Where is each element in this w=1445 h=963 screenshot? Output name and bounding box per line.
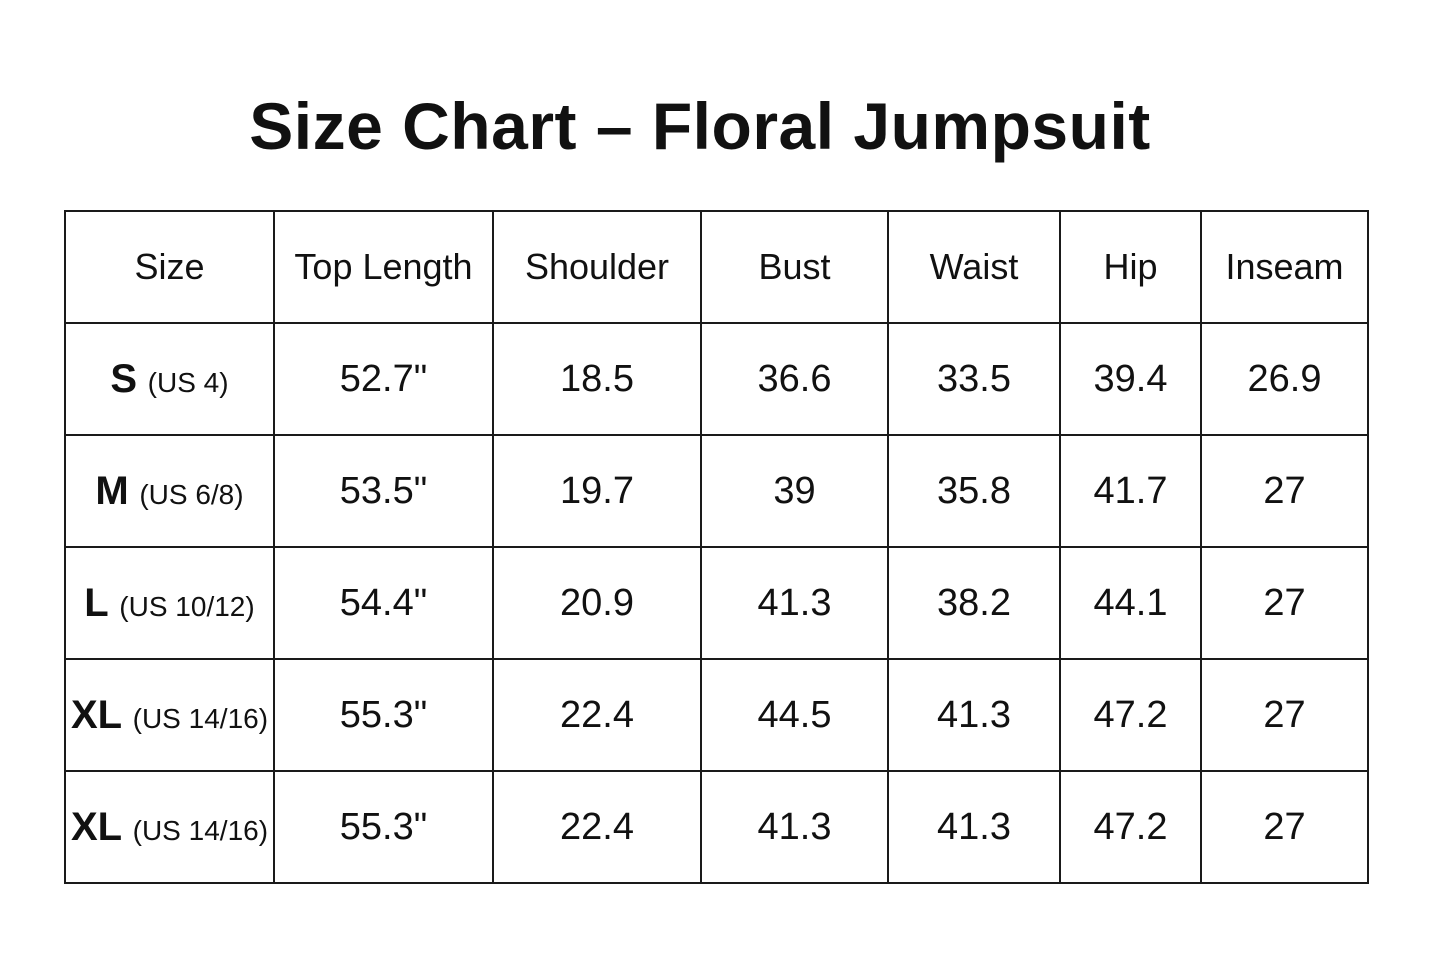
- size-label: S: [110, 356, 138, 401]
- table-row: L (US 10/12) 54.4" 20.9 41.3 38.2 44.1 27: [64, 546, 1369, 660]
- measurement-cell: 44.1: [1059, 546, 1202, 660]
- measurement-cell: 22.4: [492, 658, 702, 772]
- measurement-cell: 27: [1200, 434, 1369, 548]
- measurement-cell: 26.9: [1200, 322, 1369, 436]
- column-header: Inseam: [1200, 210, 1369, 324]
- measurement-cell: 55.3": [273, 658, 494, 772]
- measurement-cell: 41.7: [1059, 434, 1202, 548]
- size-label: L: [84, 580, 109, 625]
- measurement-cell: 19.7: [492, 434, 702, 548]
- measurement-cell: 47.2: [1059, 770, 1202, 884]
- size-cell: XL (US 14/16): [64, 770, 275, 884]
- measurement-cell: 55.3": [273, 770, 494, 884]
- us-size-label: (US 4): [147, 366, 229, 398]
- table-row: S (US 4) 52.7" 18.5 36.6 33.5 39.4 26.9: [64, 322, 1369, 436]
- us-size-label: (US 14/16): [132, 702, 269, 734]
- measurement-cell: 41.3: [700, 546, 889, 660]
- size-chart-table: Size Top Length Shoulder Bust Waist Hip Inseam…: [64, 210, 1369, 884]
- size-cell: M (US 6/8): [64, 434, 275, 548]
- size-label: XL: [70, 804, 123, 849]
- column-header: Top Length: [273, 210, 494, 324]
- measurement-cell: 54.4": [273, 546, 494, 660]
- measurement-cell: 39.4: [1059, 322, 1202, 436]
- column-header: Waist: [887, 210, 1061, 324]
- measurement-cell: 20.9: [492, 546, 702, 660]
- column-header: Shoulder: [492, 210, 702, 324]
- measurement-cell: 18.5: [492, 322, 702, 436]
- measurement-cell: 22.4: [492, 770, 702, 884]
- table-row: XL (US 14/16) 55.3" 22.4 44.5 41.3 47.2 27: [64, 658, 1369, 772]
- table-row: M (US 6/8) 53.5" 19.7 39 35.8 41.7 27: [64, 434, 1369, 548]
- table-row: XL (US 14/16) 55.3" 22.4 41.3 41.3 47.2 27: [64, 770, 1369, 884]
- size-label: XL: [70, 692, 123, 737]
- measurement-cell: 41.3: [887, 658, 1061, 772]
- measurement-cell: 47.2: [1059, 658, 1202, 772]
- measurement-cell: 33.5: [887, 322, 1061, 436]
- measurement-cell: 44.5: [700, 658, 889, 772]
- measurement-cell: 35.8: [887, 434, 1061, 548]
- measurement-cell: 27: [1200, 546, 1369, 660]
- measurement-cell: 53.5": [273, 434, 494, 548]
- us-size-label: (US 10/12): [119, 590, 255, 622]
- measurement-cell: 38.2: [887, 546, 1061, 660]
- measurement-cell: 52.7": [273, 322, 494, 436]
- us-size-label: (US 14/16): [132, 814, 269, 846]
- header-row: Size Top Length Shoulder Bust Waist Hip Inseam: [64, 210, 1369, 324]
- page-title: Size Chart – Floral Jumpsuit: [249, 89, 1151, 163]
- measurement-cell: 36.6: [700, 322, 889, 436]
- column-header: Hip: [1059, 210, 1202, 324]
- measurement-cell: 39: [700, 434, 889, 548]
- size-label: M: [95, 468, 129, 513]
- size-cell: S (US 4): [64, 322, 275, 436]
- column-header: Size: [64, 210, 275, 324]
- measurement-cell: 27: [1200, 770, 1369, 884]
- size-cell: L (US 10/12): [64, 546, 275, 660]
- measurement-cell: 41.3: [700, 770, 889, 884]
- us-size-label: (US 6/8): [139, 478, 244, 510]
- measurement-cell: 27: [1200, 658, 1369, 772]
- size-cell: XL (US 14/16): [64, 658, 275, 772]
- measurement-cell: 41.3: [887, 770, 1061, 884]
- column-header: Bust: [700, 210, 889, 324]
